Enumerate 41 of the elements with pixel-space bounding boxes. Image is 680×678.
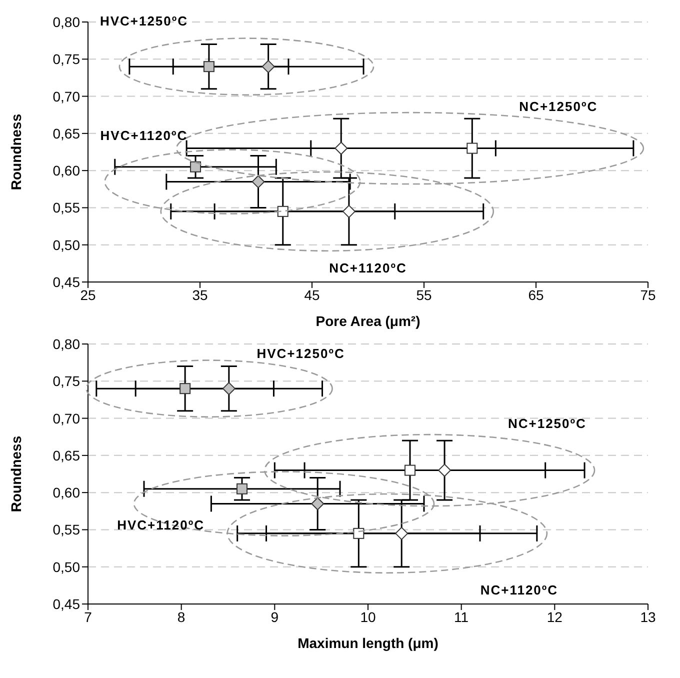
x-tick-label: 9 [270,608,279,625]
y-tick-label: 0,55 [52,200,80,216]
y-tick-label: 0,70 [52,88,80,104]
annotation: HVC+1250ºC [256,346,345,361]
x-tick-label: 8 [177,608,186,625]
x-tick-label: 7 [84,608,92,625]
annotation: HVC+1120ºC [100,128,188,143]
x-tick-label: 13 [640,608,656,625]
y-tick-label: 0,45 [52,596,80,612]
y-tick-label: 0,60 [52,484,80,501]
annotation: NC+1250ºC [519,99,598,114]
x-tick-label: 75 [640,286,656,303]
x-tick-label: 12 [546,608,563,625]
y-tick-label: 0,50 [52,236,80,253]
y-tick-label: 0,65 [52,447,80,464]
x-axis-title: Maximun length (μm) [298,635,438,651]
y-tick-label: 0,75 [52,51,80,68]
x-axis-title: Pore Area (μm²) [316,313,420,329]
x-tick-label: 25 [80,286,96,303]
y-axis-title: Roundness [8,436,24,512]
y-tick-label: 0,50 [52,558,80,575]
y-tick-label: 0,55 [52,522,80,538]
x-tick-label: 35 [192,286,208,303]
y-tick-label: 0,60 [52,162,80,179]
annotation: HVC+1250ºC [100,13,188,28]
x-tick-label: 65 [528,286,544,303]
y-tick-label: 0,80 [52,336,80,352]
x-tick-label: 11 [454,608,469,625]
y-tick-label: 0,45 [52,274,80,290]
y-tick-label: 0,70 [52,410,80,426]
x-tick-label: 55 [416,286,432,303]
annotation: NC+1120ºC [480,582,558,598]
annotation: NC+1120ºC [329,260,407,276]
x-tick-label: 45 [304,286,320,303]
y-axis-title: Roundness [8,114,24,190]
y-tick-label: 0,75 [52,373,80,390]
x-tick-label: 10 [360,608,376,625]
y-tick-label: 0,80 [52,14,80,30]
annotation: HVC+1120ºC [117,517,204,532]
annotation: NC+1250ºC [508,416,586,432]
y-tick-label: 0,65 [52,125,80,142]
